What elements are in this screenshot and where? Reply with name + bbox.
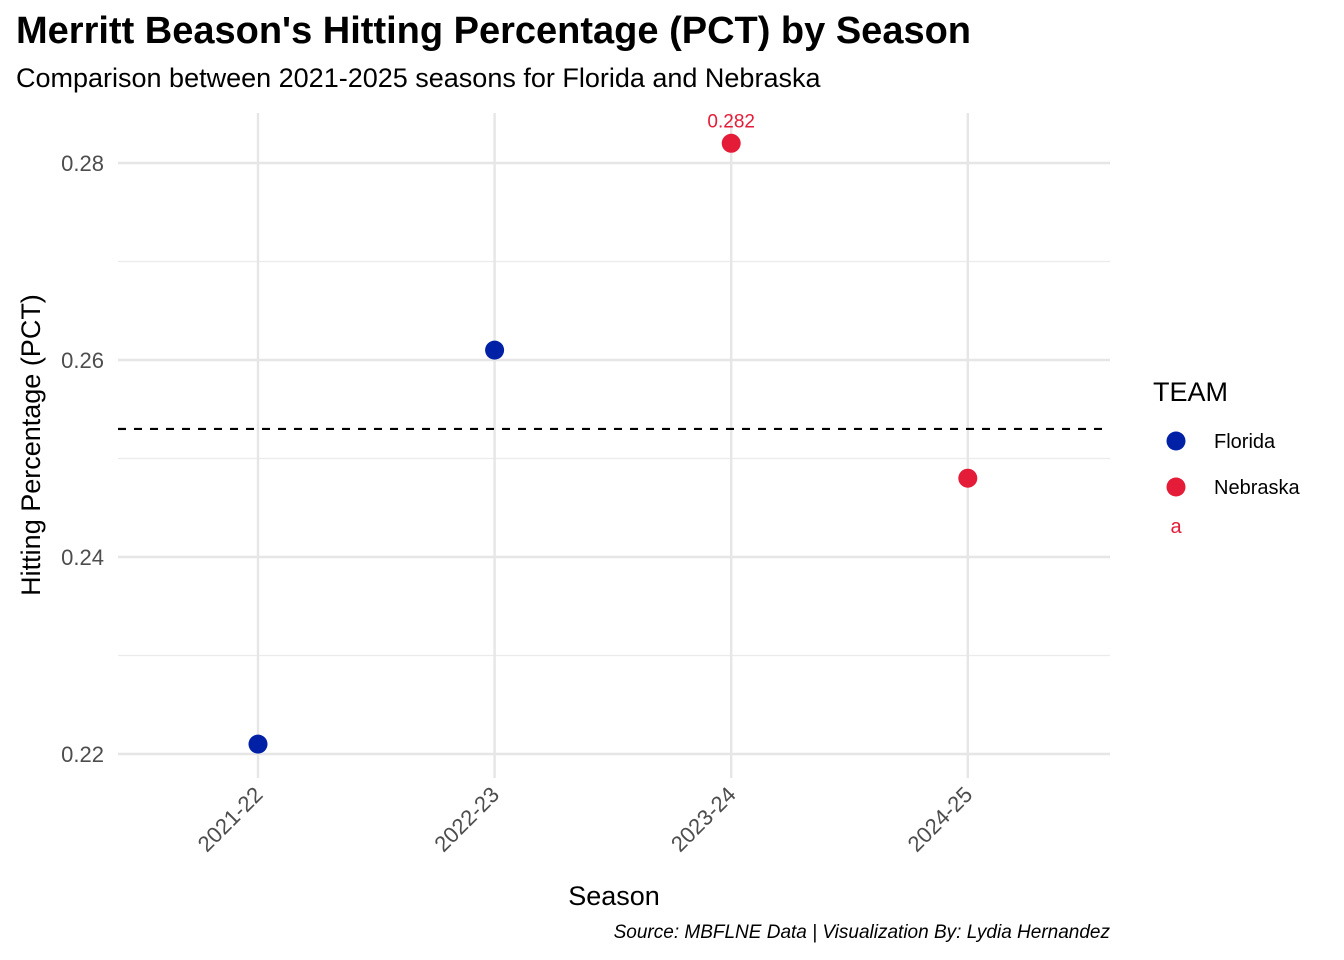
data-points: 0.282 — [248, 111, 978, 754]
x-tick-label: 2022-23 — [429, 782, 504, 857]
axes: 0.22 0.24 0.26 0.28 2021-22 2022-23 2023-24 202… — [16, 151, 977, 911]
data-point-florida — [248, 734, 268, 754]
legend-key-florida — [1166, 431, 1186, 451]
x-tick-label: 2021-22 — [193, 782, 268, 857]
x-axis-title: Season — [568, 881, 660, 911]
y-tick-label: 0.26 — [61, 348, 104, 373]
x-tick-label: 2023-24 — [666, 782, 741, 857]
data-point-nebraska — [721, 133, 741, 153]
y-tick-label: 0.22 — [61, 742, 104, 767]
chart-caption: Source: MBFLNE Data | Visualization By: … — [613, 922, 1110, 943]
chart-subtitle: Comparison between 2021-2025 seasons for… — [16, 63, 821, 93]
legend-label: Florida — [1214, 431, 1276, 453]
data-label: 0.282 — [707, 111, 755, 132]
x-tick-label: 2024-25 — [903, 782, 978, 857]
legend-label: Nebraska — [1214, 477, 1300, 499]
y-axis-title: Hitting Percentage (PCT) — [16, 294, 46, 596]
legend-key-nebraska — [1166, 477, 1186, 497]
legend-stray-glyph: a — [1170, 516, 1182, 538]
data-point-nebraska — [958, 468, 978, 488]
y-tick-label: 0.28 — [61, 151, 104, 176]
data-point-florida — [485, 340, 505, 360]
chart-title: Merritt Beason's Hitting Percentage (PCT… — [16, 10, 972, 52]
legend: TEAM Florida Nebraska a — [1153, 377, 1300, 538]
legend-title: TEAM — [1153, 377, 1228, 407]
y-tick-label: 0.24 — [61, 545, 104, 570]
gridlines — [118, 113, 1110, 778]
